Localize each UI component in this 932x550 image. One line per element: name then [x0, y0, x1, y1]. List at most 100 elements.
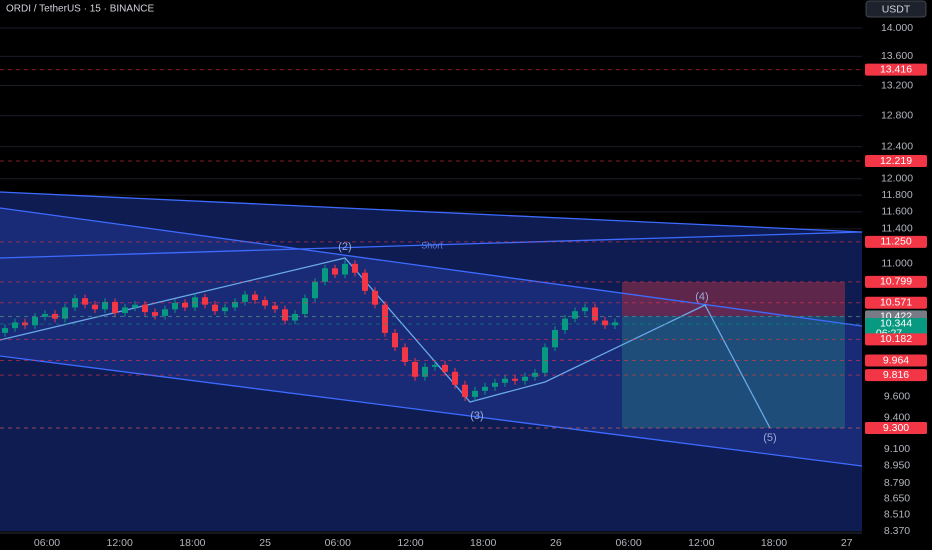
price-tag — [865, 333, 927, 346]
candle-body — [332, 268, 338, 275]
price-tag-label: 9.300 — [883, 422, 909, 434]
candle-body — [352, 263, 358, 273]
candle-body — [362, 272, 368, 291]
candle-body — [612, 322, 618, 326]
candle-body — [522, 376, 528, 381]
y-tick-label: 13.600 — [881, 50, 913, 62]
candle-body — [242, 294, 248, 302]
candle-body — [602, 320, 608, 326]
x-tick-label: 27 — [841, 537, 853, 549]
price-tag — [865, 235, 927, 248]
y-tick-label: 8.510 — [884, 509, 910, 521]
candle-body — [472, 390, 478, 397]
wave-label: (4) — [695, 291, 708, 303]
x-tick-label: 12:00 — [397, 537, 423, 549]
candle-body — [372, 290, 378, 305]
currency-button[interactable] — [865, 0, 927, 18]
candle-body — [152, 312, 158, 316]
candle-body — [182, 302, 188, 308]
candle-body — [342, 263, 348, 275]
y-tick-label: 8.950 — [884, 459, 910, 471]
channel-line — [0, 355, 863, 467]
candle-body — [2, 328, 8, 333]
candle-body — [302, 298, 308, 314]
candle-body — [32, 316, 38, 326]
candle-body — [92, 304, 98, 310]
candle-body — [502, 378, 508, 383]
price-tag-label: 13.416 — [880, 63, 912, 75]
x-tick-label: 26 — [550, 537, 562, 549]
wave-label: (2) — [338, 241, 351, 253]
candle-body — [102, 301, 108, 310]
candle-body — [462, 384, 468, 397]
x-tick-label: 18:00 — [761, 537, 787, 549]
candle-body — [142, 304, 148, 313]
y-tick-label: 8.370 — [884, 525, 910, 537]
candle-body — [212, 304, 218, 312]
wave-path — [0, 257, 771, 429]
y-tick-label: 9.100 — [884, 443, 910, 455]
candle-body — [52, 313, 58, 319]
candle-body — [582, 307, 588, 312]
x-tick-label: 18:00 — [179, 537, 205, 549]
candle-body — [412, 361, 418, 377]
candle-body — [312, 281, 318, 299]
candle-body — [382, 304, 388, 333]
y-tick-label: 11.800 — [881, 189, 912, 201]
candle-body — [592, 307, 598, 321]
candle-body — [422, 366, 428, 377]
currency-label[interactable]: USDT — [882, 3, 911, 15]
price-tag — [865, 275, 927, 288]
candle-body — [62, 307, 68, 319]
wave-label: (3) — [470, 410, 483, 422]
short-label: Short — [421, 240, 443, 250]
x-tick-label: 12:00 — [107, 537, 133, 549]
candle-body — [482, 386, 488, 391]
y-tick-label: 12.400 — [881, 140, 913, 152]
x-tick-label: 18:00 — [470, 537, 496, 549]
candle-body — [292, 313, 298, 321]
x-tick-label: 06:00 — [615, 537, 641, 549]
candle-body — [322, 268, 328, 282]
y-tick-label: 14.000 — [881, 22, 913, 34]
x-tick-label: 06:00 — [325, 537, 351, 549]
candle-body — [442, 364, 448, 372]
y-tick-label: 11.400 — [881, 223, 912, 235]
price-tag — [865, 155, 927, 168]
price-tag-label: 9.964 — [883, 354, 909, 366]
candle-body — [572, 311, 578, 319]
candle-body — [392, 332, 398, 348]
price-tag-label: 10.344 — [880, 318, 912, 330]
price-tag-label: 12.219 — [880, 155, 912, 167]
candle-body — [552, 330, 558, 348]
price-tag-label: 10.799 — [880, 276, 912, 288]
price-tag — [865, 296, 927, 309]
y-tick-label: 12.000 — [881, 173, 913, 185]
x-tick-label: 25 — [259, 537, 271, 549]
candle-body — [282, 309, 288, 321]
x-tick-label: 12:00 — [688, 537, 714, 549]
trend-lines — [0, 191, 863, 467]
candle-body — [492, 382, 498, 387]
price-tag — [865, 421, 927, 434]
channel-line — [0, 207, 863, 327]
y-tick-label: 13.200 — [881, 79, 913, 91]
candle-body — [252, 294, 258, 301]
stop-zone — [622, 282, 845, 316]
candle-body — [112, 301, 118, 314]
target-zone — [622, 316, 845, 428]
candle-body — [432, 364, 438, 367]
candle-body — [122, 307, 128, 314]
candle-body — [132, 304, 138, 308]
candle-body — [402, 347, 408, 362]
price-tag — [865, 354, 927, 367]
candle-body — [512, 378, 518, 381]
price-axis — [862, 0, 932, 550]
candle-body — [82, 298, 88, 305]
price-tag-label: 9.816 — [883, 369, 909, 381]
y-tick-label: 9.400 — [884, 411, 910, 423]
candle-body — [42, 313, 48, 317]
price-tag — [865, 63, 927, 76]
candle-body — [272, 305, 278, 310]
y-tick-label: 8.650 — [884, 493, 910, 505]
